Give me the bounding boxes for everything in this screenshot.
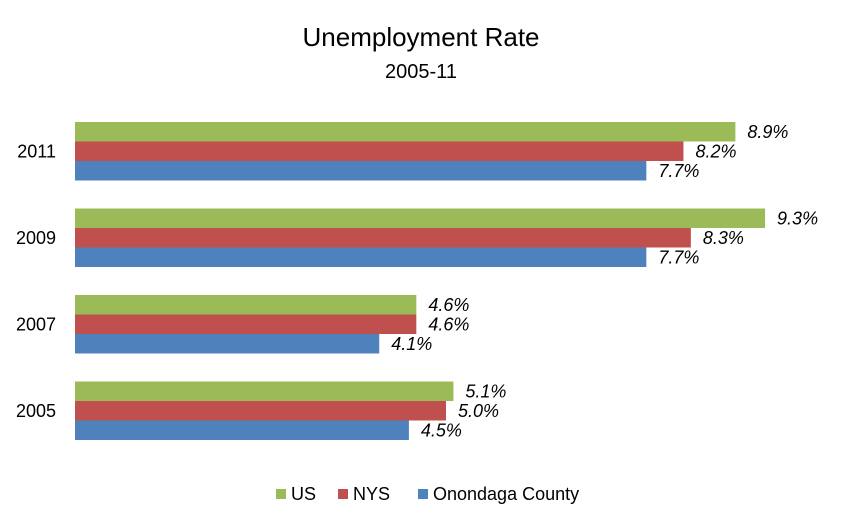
bar-nys-2009	[75, 228, 691, 248]
legend-label-onondaga-county: Onondaga County	[433, 484, 579, 504]
bar-nys-2011	[75, 141, 684, 161]
legend: US NYS Onondaga County	[276, 484, 579, 504]
data-label-us-2005: 5.1%	[465, 381, 506, 401]
bar-nys-2007	[75, 314, 417, 334]
data-label-nys-2005: 5.0%	[458, 401, 499, 421]
data-label-onondaga-county-2007: 4.1%	[391, 334, 432, 354]
data-label-us-2009: 9.3%	[777, 208, 818, 228]
legend-label-nys: NYS	[353, 484, 390, 504]
bar-us-2007	[75, 295, 417, 315]
data-label-nys-2007: 4.6%	[428, 314, 469, 334]
legend-swatch-us	[276, 489, 286, 499]
data-label-us-2007: 4.6%	[428, 295, 469, 315]
category-label-2011: 2011	[17, 141, 56, 161]
plot-area: 20118.9%8.2%7.7%20099.3%8.3%7.7%20074.6%…	[16, 122, 818, 441]
data-label-onondaga-county-2011: 7.7%	[658, 161, 699, 181]
bar-us-2011	[75, 122, 736, 142]
category-label-2007: 2007	[16, 314, 56, 334]
data-label-onondaga-county-2009: 7.7%	[658, 247, 699, 267]
bar-onondaga-county-2007	[75, 334, 380, 354]
legend-label-us: US	[291, 484, 316, 504]
category-label-2005: 2005	[16, 401, 56, 421]
data-label-us-2011: 8.9%	[747, 122, 788, 142]
data-label-nys-2009: 8.3%	[703, 228, 744, 248]
chart-subtitle: 2005-11	[385, 61, 457, 83]
data-label-nys-2011: 8.2%	[695, 141, 736, 161]
data-label-onondaga-county-2005: 4.5%	[421, 420, 462, 440]
bar-onondaga-county-2009	[75, 247, 647, 267]
bar-nys-2005	[75, 401, 446, 421]
bar-onondaga-county-2011	[75, 161, 647, 181]
category-label-2009: 2009	[16, 228, 56, 248]
bar-us-2009	[75, 208, 766, 228]
bar-us-2005	[75, 381, 454, 401]
legend-swatch-nys	[338, 489, 348, 499]
legend-swatch-onondaga-county	[418, 489, 428, 499]
bar-onondaga-county-2005	[75, 420, 409, 440]
chart-title: Unemployment Rate	[303, 22, 540, 52]
